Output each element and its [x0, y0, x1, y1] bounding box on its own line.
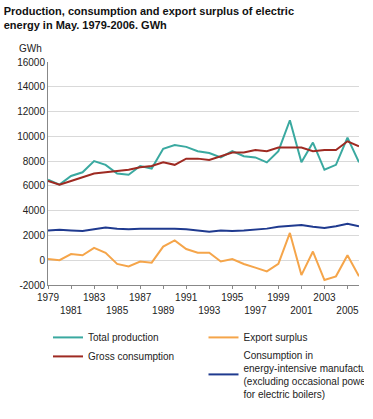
- svg-text:1991: 1991: [175, 292, 198, 303]
- svg-text:1987: 1987: [129, 292, 152, 303]
- svg-text:Export surplus: Export surplus: [244, 332, 308, 343]
- svg-text:GWh: GWh: [19, 43, 42, 54]
- svg-text:1993: 1993: [198, 305, 221, 316]
- svg-text:0: 0: [39, 255, 45, 266]
- svg-text:1979: 1979: [37, 292, 60, 303]
- svg-text:1997: 1997: [244, 305, 267, 316]
- svg-text:1989: 1989: [152, 305, 175, 316]
- svg-text:4000: 4000: [23, 205, 46, 216]
- svg-text:1999: 1999: [267, 292, 290, 303]
- svg-text:16000: 16000: [17, 57, 45, 68]
- svg-text:12000: 12000: [17, 106, 45, 117]
- svg-text:1981: 1981: [60, 305, 83, 316]
- svg-text:2003: 2003: [313, 292, 336, 303]
- svg-text:1985: 1985: [106, 305, 129, 316]
- svg-text:8000: 8000: [23, 156, 46, 167]
- svg-text:Production, consumption and ex: Production, consumption and export surpl…: [4, 5, 294, 31]
- svg-text:Total production: Total production: [88, 332, 159, 343]
- svg-text:2000: 2000: [23, 230, 46, 241]
- svg-text:2001: 2001: [290, 305, 313, 316]
- svg-text:2005: 2005: [336, 305, 359, 316]
- svg-text:Gross consumption: Gross consumption: [88, 351, 174, 362]
- svg-text:10000: 10000: [17, 131, 45, 142]
- svg-text:14000: 14000: [17, 81, 45, 92]
- svg-text:Consumption inenergy-intensive: Consumption inenergy-intensive manufactu…: [244, 350, 365, 400]
- svg-text:1983: 1983: [83, 292, 106, 303]
- svg-text:1995: 1995: [221, 292, 244, 303]
- svg-text:6000: 6000: [23, 180, 46, 191]
- svg-text:-2000: -2000: [19, 280, 45, 291]
